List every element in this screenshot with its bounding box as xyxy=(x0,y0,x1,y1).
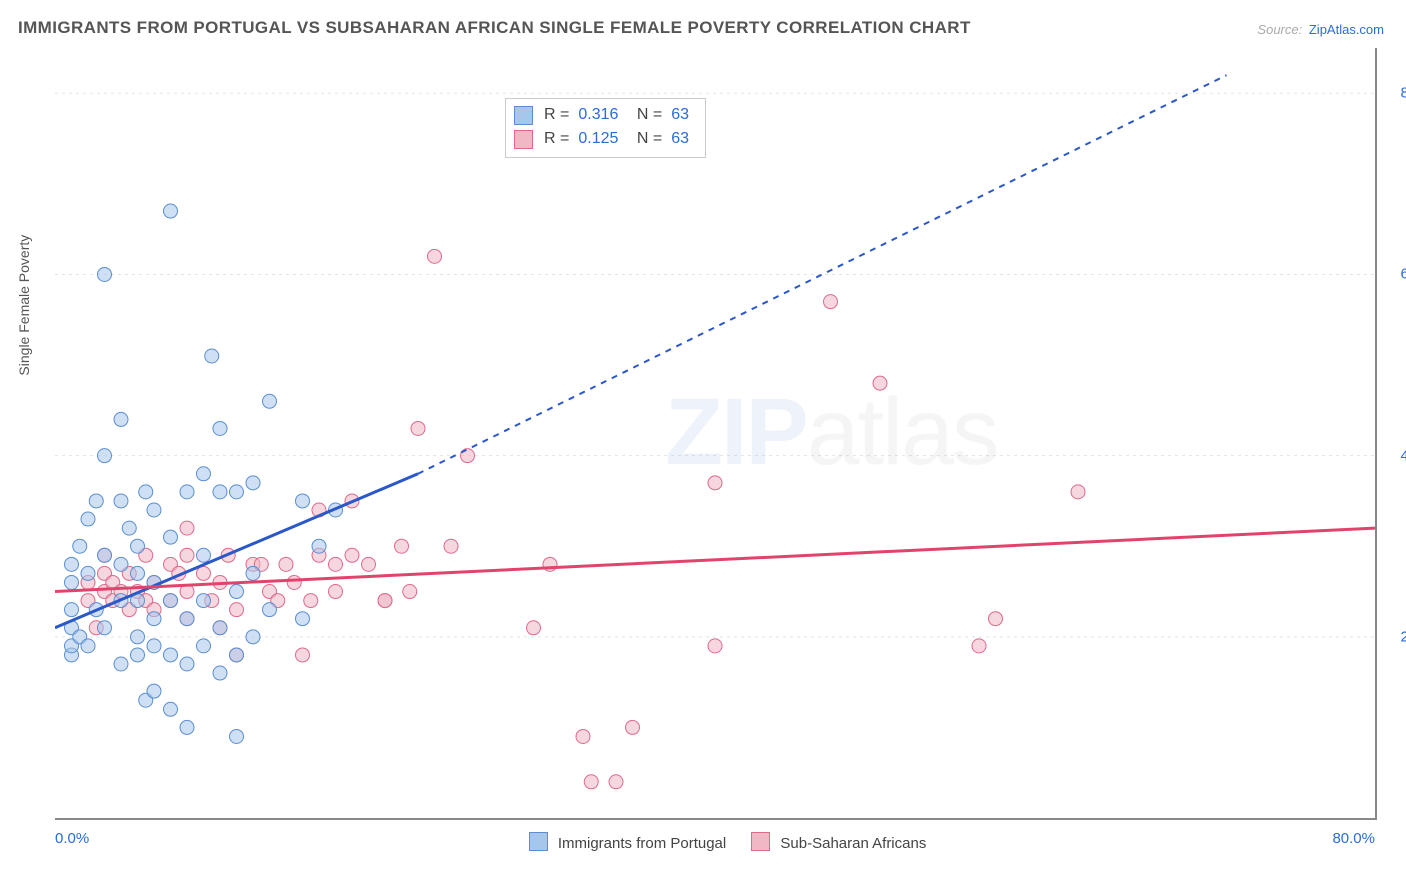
watermark: ZIPatlas xyxy=(665,378,997,487)
legend-r-label: R = xyxy=(544,103,569,127)
x-axis-max: 80.0% xyxy=(1332,830,1375,847)
legend-n-value: 63 xyxy=(671,103,689,127)
plot-area: 20.0%40.0%60.0%80.0% ZIPatlas R = 0.316 … xyxy=(55,48,1377,820)
legend-r-value: 0.125 xyxy=(578,127,618,151)
source-attribution: Source: ZipAtlas.com xyxy=(1257,22,1384,37)
legend-swatch-icon xyxy=(514,106,533,125)
legend-series-label: Immigrants from Portugal xyxy=(558,835,726,852)
legend-n-label: N = xyxy=(637,127,662,151)
legend-r-value: 0.316 xyxy=(578,103,618,127)
legend-series-label: Sub-Saharan Africans xyxy=(780,835,926,852)
legend-row: R = 0.125 N = 63 xyxy=(514,127,693,151)
legend-n-label: N = xyxy=(637,103,662,127)
chart-title: IMMIGRANTS FROM PORTUGAL VS SUBSAHARAN A… xyxy=(18,18,971,38)
y-tick-label: 40.0% xyxy=(1400,447,1406,464)
series-legend: Immigrants from Portugal Sub-Saharan Afr… xyxy=(55,832,1375,852)
legend-n-value: 63 xyxy=(671,127,689,151)
legend-row: R = 0.316 N = 63 xyxy=(514,103,693,127)
y-axis-label: Single Female Poverty xyxy=(16,235,32,376)
legend-swatch-icon xyxy=(514,130,533,149)
correlation-legend: R = 0.316 N = 63 R = 0.125 N = 63 xyxy=(505,98,706,158)
legend-r-label: R = xyxy=(544,127,569,151)
y-tick-label: 20.0% xyxy=(1400,628,1406,645)
source-link[interactable]: ZipAtlas.com xyxy=(1309,22,1384,37)
x-axis: 0.0% Immigrants from Portugal Sub-Sahara… xyxy=(55,830,1375,860)
legend-swatch-icon xyxy=(529,832,548,851)
chart-container: IMMIGRANTS FROM PORTUGAL VS SUBSAHARAN A… xyxy=(0,0,1406,892)
source-label: Source: xyxy=(1257,22,1302,37)
y-tick-label: 60.0% xyxy=(1400,266,1406,283)
legend-swatch-icon xyxy=(751,832,770,851)
y-tick-label: 80.0% xyxy=(1400,85,1406,102)
